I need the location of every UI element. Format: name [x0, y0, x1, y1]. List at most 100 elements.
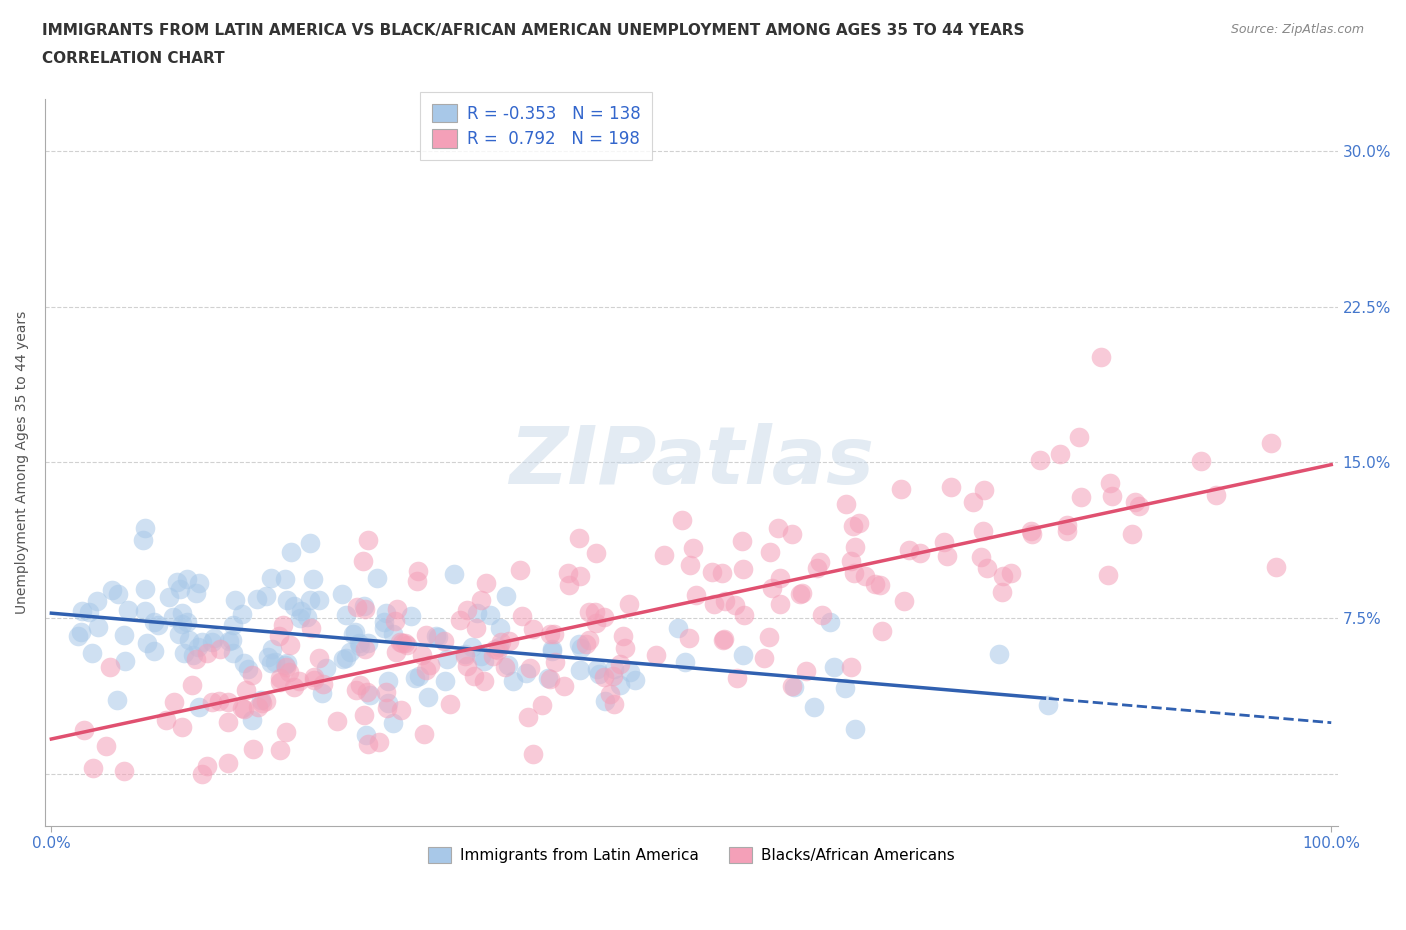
Point	[976, 561, 998, 576]
Point	[484, 641, 506, 656]
Point	[162, 695, 184, 710]
Point	[101, 583, 124, 598]
Point	[117, 603, 139, 618]
Point	[346, 600, 368, 615]
Point	[276, 592, 298, 607]
Point	[69, 625, 91, 640]
Point	[897, 543, 920, 558]
Point	[495, 589, 517, 604]
Point	[274, 658, 297, 672]
Point	[195, 645, 218, 660]
Point	[1000, 565, 1022, 580]
Point	[666, 620, 689, 635]
Point	[391, 635, 413, 650]
Point	[260, 571, 283, 586]
Point	[170, 720, 193, 735]
Point	[112, 764, 135, 778]
Point	[342, 627, 364, 642]
Point	[419, 658, 441, 672]
Point	[652, 548, 675, 563]
Point	[112, 628, 135, 643]
Point	[335, 651, 357, 666]
Point	[769, 571, 792, 586]
Point	[1099, 475, 1122, 490]
Point	[671, 512, 693, 527]
Point	[283, 680, 305, 695]
Point	[354, 642, 377, 657]
Point	[844, 722, 866, 737]
Point	[415, 628, 437, 643]
Point	[236, 661, 259, 676]
Point	[522, 622, 544, 637]
Point	[678, 631, 700, 645]
Text: IMMIGRANTS FROM LATIN AMERICA VS BLACK/AFRICAN AMERICAN UNEMPLOYMENT AMONG AGES : IMMIGRANTS FROM LATIN AMERICA VS BLACK/A…	[42, 23, 1025, 38]
Point	[86, 594, 108, 609]
Point	[242, 667, 264, 682]
Y-axis label: Unemployment Among Ages 35 to 44 years: Unemployment Among Ages 35 to 44 years	[15, 311, 30, 614]
Point	[217, 695, 239, 710]
Point	[353, 708, 375, 723]
Point	[519, 661, 541, 676]
Point	[682, 540, 704, 555]
Point	[731, 562, 754, 577]
Point	[222, 645, 245, 660]
Point	[177, 632, 200, 647]
Point	[969, 550, 991, 565]
Point	[510, 608, 533, 623]
Point	[416, 689, 439, 704]
Point	[425, 629, 447, 644]
Point	[486, 643, 509, 658]
Point	[375, 684, 398, 699]
Point	[727, 671, 749, 685]
Point	[553, 679, 575, 694]
Point	[711, 633, 734, 648]
Point	[312, 676, 335, 691]
Point	[908, 545, 931, 560]
Point	[308, 650, 330, 665]
Point	[463, 668, 485, 683]
Point	[405, 574, 427, 589]
Point	[134, 581, 156, 596]
Point	[818, 614, 841, 629]
Point	[456, 658, 478, 673]
Point	[1205, 487, 1227, 502]
Point	[679, 557, 702, 572]
Point	[269, 671, 291, 685]
Point	[278, 637, 301, 652]
Point	[543, 627, 565, 642]
Point	[357, 635, 380, 650]
Point	[344, 683, 367, 698]
Point	[685, 588, 707, 603]
Point	[233, 655, 256, 670]
Point	[972, 524, 994, 538]
Point	[481, 648, 503, 663]
Point	[724, 597, 747, 612]
Point	[298, 593, 321, 608]
Point	[347, 636, 370, 651]
Point	[280, 544, 302, 559]
Point	[359, 687, 381, 702]
Point	[731, 534, 754, 549]
Point	[70, 604, 93, 618]
Point	[352, 553, 374, 568]
Point	[1260, 435, 1282, 450]
Point	[415, 663, 437, 678]
Point	[494, 659, 516, 674]
Point	[939, 480, 962, 495]
Text: ZIPatlas: ZIPatlas	[509, 423, 873, 501]
Point	[456, 603, 478, 618]
Text: CORRELATION CHART: CORRELATION CHART	[42, 51, 225, 66]
Point	[188, 576, 211, 591]
Point	[332, 652, 354, 667]
Point	[354, 602, 377, 617]
Point	[863, 577, 886, 591]
Point	[515, 666, 537, 681]
Point	[146, 618, 169, 632]
Point	[267, 629, 290, 644]
Point	[1029, 453, 1052, 468]
Point	[569, 640, 592, 655]
Point	[575, 636, 598, 651]
Point	[588, 667, 610, 682]
Point	[1123, 495, 1146, 510]
Point	[839, 659, 862, 674]
